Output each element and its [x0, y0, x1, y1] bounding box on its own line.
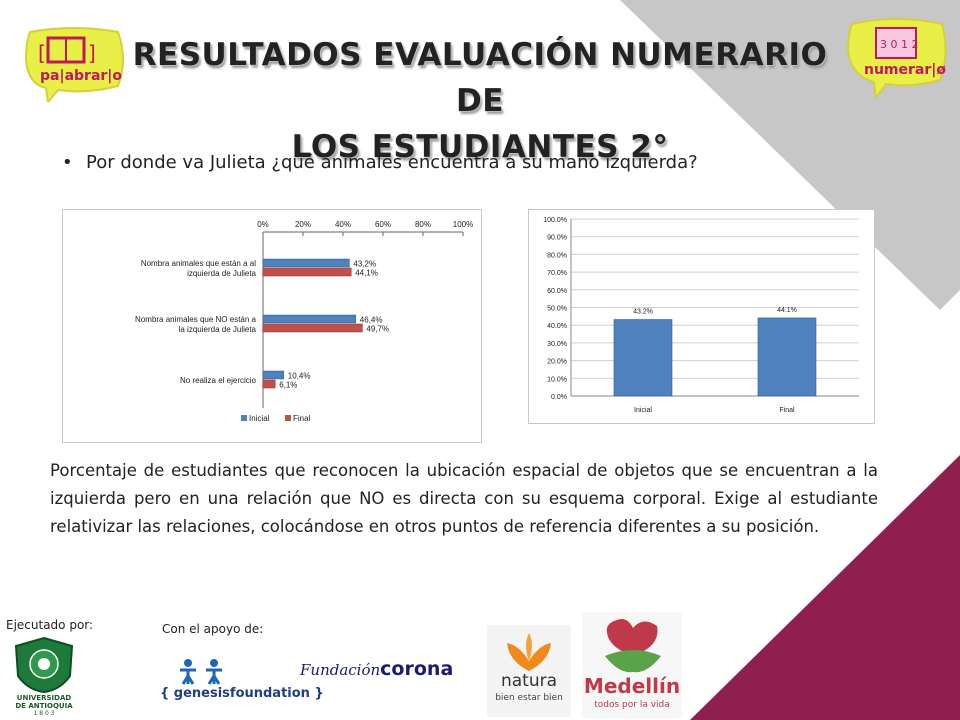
medellin-heart-icon	[605, 619, 661, 673]
udea-year: 1 8 0 3	[33, 710, 55, 717]
fundacion-corona-logo: Fundacióncorona	[300, 658, 453, 680]
question-text: Por donde va Julieta ¿qué animales encue…	[86, 152, 698, 173]
category-label: izquierda de Julieta	[187, 269, 256, 278]
udea-line-1: UNIVERSIDAD	[16, 694, 72, 702]
x-tick-label: 20%	[295, 220, 311, 229]
category-label: Inicial	[634, 407, 652, 414]
vertical-bar-chart-svg: 0.0% 10.0% 20.0% 30.0% 40.0% 50.0% 60.0% 70.0% 8…	[543, 217, 859, 414]
title-line-1: RESULTADOS EVALUACIÓN NUMERARIO DE	[132, 37, 828, 119]
y-tick-label: 20.0%	[547, 359, 567, 366]
data-label: 46,4%	[360, 316, 383, 325]
genesis-foundation-logo: { genesisfoundation }	[160, 656, 324, 712]
x-tick-label: 0%	[257, 220, 269, 229]
udea-logo: UNIVERSIDAD DE ANTIOQUIA 1 8 0 3	[10, 636, 78, 720]
data-label: 49,7%	[366, 325, 389, 334]
bar-final	[262, 267, 352, 277]
x-tick-label: 40%	[335, 220, 351, 229]
bar-final	[262, 379, 276, 389]
executed-by-label: Ejecutado por:	[6, 618, 94, 632]
bullet-dot: •	[62, 152, 73, 173]
title-line-2: LOS ESTUDIANTES 2°	[291, 129, 669, 165]
numerario-bubble-icon: 3 0 1 2	[846, 18, 947, 101]
palabrario-bubble-icon: [ ]	[24, 27, 124, 105]
natura-logo: natura bien estar bien	[487, 625, 571, 717]
page-title: RESULTADOS EVALUACIÓN NUMERARIO DE LOS E…	[130, 32, 830, 170]
genesis-people-icon	[180, 659, 222, 685]
genesis-text: { genesisfoundation }	[160, 686, 324, 701]
svg-text:[: [	[38, 41, 46, 65]
y-tick-label: 50.0%	[547, 306, 567, 313]
horizontal-bar-chart: 0% 20% 40% 60% 80% 100% Nombra animales que es…	[62, 209, 482, 443]
svg-text:]: ]	[88, 41, 96, 65]
y-tick-label: 30.0%	[547, 341, 567, 348]
y-tick-label: 90.0%	[547, 235, 567, 242]
horizontal-bar-chart-svg: 0% 20% 40% 60% 80% 100% Nombra animales que es…	[135, 220, 473, 423]
bar-inicial	[262, 370, 285, 380]
palabrario-logo: [ ] pa|abrar|o	[18, 24, 130, 105]
vertical-bar-chart: 0.0% 10.0% 20.0% 30.0% 40.0% 50.0% 60.0% 70.0% 8…	[528, 209, 875, 424]
category-label: Nombra animales que están a al	[141, 259, 256, 268]
category-label: Final	[779, 407, 795, 414]
y-tick-label: 0.0%	[551, 394, 567, 401]
medellin-logo: Medellín todos por la vida	[582, 612, 682, 718]
x-tick-label: 100%	[453, 220, 473, 229]
legend-label: Inicial	[249, 414, 270, 423]
medellin-tagline: todos por la vida	[594, 700, 670, 710]
corona-bold-text: corona	[380, 658, 454, 680]
corona-script-text: Fundación	[300, 661, 381, 679]
description-text: Porcentaje de estudiantes que reconocen …	[50, 461, 878, 536]
y-tick-label: 10.0%	[547, 376, 567, 383]
bar-inicial	[262, 258, 350, 268]
data-label: 44.1%	[777, 307, 797, 314]
category-label: la izquierda de Julieta	[179, 325, 257, 334]
data-label: 43.2%	[633, 309, 653, 316]
legend-swatch-final	[285, 415, 291, 421]
udea-seal-icon	[14, 636, 74, 694]
data-label: 6,1%	[279, 381, 297, 390]
y-tick-label: 100.0%	[543, 217, 567, 224]
udea-line-2: DE ANTIOQUIA	[15, 702, 73, 710]
supported-by-label: Con el apoyo de:	[162, 622, 264, 636]
natura-flower-icon	[507, 633, 551, 671]
y-tick-label: 70.0%	[547, 270, 567, 277]
legend-swatch-inicial	[241, 415, 247, 421]
x-tick-label: 80%	[415, 220, 431, 229]
data-label: 43,2%	[353, 260, 376, 269]
question-bullet: • Por donde va Julieta ¿qué animales encu…	[62, 152, 698, 173]
data-label: 10,4%	[288, 372, 311, 381]
natura-name: natura	[500, 671, 558, 691]
legend-label: Final	[293, 414, 311, 423]
category-label: No realiza el ejercicio	[180, 376, 257, 385]
x-tick-label: 60%	[375, 220, 391, 229]
maroon-corner-shape	[690, 455, 960, 720]
bar-inicial	[613, 319, 673, 397]
y-tick-label: 40.0%	[547, 323, 567, 330]
numerario-logo: 3 0 1 2 numerar|ø	[842, 14, 952, 101]
y-tick-label: 80.0%	[547, 252, 567, 259]
numerario-logo-text: numerar|ø	[864, 62, 947, 78]
bar-final	[757, 317, 817, 397]
palabrario-logo-text: pa|abrar|o	[40, 68, 123, 84]
data-label: 44,1%	[355, 269, 378, 278]
medellin-name: Medellín	[583, 674, 681, 698]
y-tick-label: 60.0%	[547, 288, 567, 295]
svg-text:3 0 1 2: 3 0 1 2	[880, 38, 918, 51]
bar-final	[262, 323, 363, 333]
category-label: Nombra animales que NO están a	[135, 315, 257, 324]
bar-inicial	[262, 314, 357, 324]
natura-tagline: bien estar bien	[495, 693, 563, 703]
